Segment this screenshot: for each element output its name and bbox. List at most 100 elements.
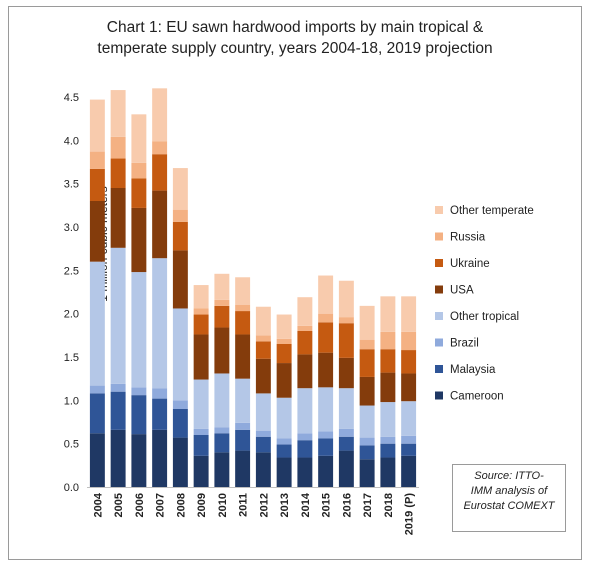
bar-malaysia-2017 [359,445,375,460]
bar-other-temperate-2008 [172,168,188,210]
bar-usa-2017 [359,376,375,406]
legend-swatch-other-temperate [435,206,443,214]
bar-usa-2009 [193,334,209,380]
bar-brazil-2013 [276,438,292,445]
bar-other-tropical-2010 [214,373,230,428]
y-tick-label: 4.5 [64,92,79,104]
bar-malaysia-2010 [214,433,230,453]
legend-swatch-other-tropical [435,312,443,320]
bar-brazil-2019-p [401,435,417,444]
legend-swatch-russia [435,232,443,241]
bar-russia-2012 [255,335,271,342]
bar-ukraine-2010 [214,305,230,328]
source-line-1: Source: ITTO- [474,470,544,482]
source-note: Source: ITTO- IMM analysis of Eurostat C… [452,464,566,532]
bar-other-tropical-2005 [110,247,126,384]
chart-title-line-2: temperate supply country, years 2004-18,… [97,40,493,57]
bar-ukraine-2017 [359,349,375,377]
legend-swatch-malaysia [435,365,443,373]
y-tick-label: 0.5 [64,439,79,451]
bar-brazil-2009 [193,428,209,435]
y-tick-label: 3.5 [64,179,79,191]
bar-brazil-2014 [297,433,313,441]
bar-malaysia-2019-p [401,443,417,456]
bar-ukraine-2005 [110,158,126,188]
x-tick-label: 2009 [196,493,208,517]
bar-other-temperate-2006 [131,114,147,163]
bar-russia-2006 [131,162,147,179]
legend-label-brazil: Brazil [450,338,479,350]
bar-ukraine-2018 [380,349,396,373]
bar-other-tropical-2007 [152,258,168,389]
bar-russia-2019-p [401,331,417,351]
bar-brazil-2015 [318,431,334,439]
x-tick-label: 2016 [341,493,353,517]
bar-russia-2013 [276,338,292,344]
bar-other-tropical-2019-p [401,401,417,436]
bar-ukraine-2011 [235,311,251,335]
bar-brazil-2018 [380,436,396,444]
bar-other-tropical-2009 [193,379,209,429]
bar-brazil-2006 [131,387,147,396]
legend-swatch-cameroon [435,391,443,400]
bar-usa-2012 [255,358,271,394]
y-tick-label: 1.0 [64,395,79,407]
bar-ukraine-2013 [276,344,292,364]
bar-cameroon-2016 [338,450,354,487]
bar-russia-2018 [380,331,396,350]
bar-other-temperate-2013 [276,314,292,339]
bar-other-temperate-2012 [255,306,271,336]
bar-ukraine-2007 [152,154,168,191]
y-tick-label: 1.5 [64,352,79,364]
bar-cameroon-2007 [152,429,168,487]
bar-other-temperate-2004 [89,99,105,152]
bar-russia-2007 [152,141,168,155]
bar-usa-2011 [235,334,251,379]
x-tick-label: 2005 [113,493,125,517]
bar-cameroon-2017 [359,459,375,487]
bar-usa-2014 [297,354,313,389]
bar-malaysia-2014 [297,440,313,458]
bar-russia-2015 [318,313,334,323]
bar-malaysia-2015 [318,438,334,456]
bar-other-temperate-2005 [110,90,126,137]
bar-other-temperate-2009 [193,285,209,309]
bar-ukraine-2019-p [401,350,417,374]
bar-other-tropical-2014 [297,388,313,434]
bar-cameroon-2019-p [401,455,417,487]
x-tick-label: 2019 (P) [404,493,416,536]
y-tick-label: 0.0 [64,482,79,494]
bar-other-tropical-2013 [276,397,292,439]
bar-usa-2005 [110,188,126,248]
bar-russia-2008 [172,209,188,222]
bar-malaysia-2004 [89,393,105,434]
y-tick-label: 2.5 [64,265,79,277]
chart-title-line-1: Chart 1: EU sawn hardwood imports by mai… [106,19,484,36]
x-tick-label: 2006 [134,493,146,517]
bar-cameroon-2010 [214,452,230,487]
bar-other-tropical-2016 [338,388,354,429]
bar-usa-2018 [380,372,396,403]
bar-russia-2005 [110,136,126,159]
bar-malaysia-2007 [152,398,168,430]
bar-other-tropical-2018 [380,402,396,437]
bar-usa-2019-p [401,373,417,402]
bar-ukraine-2015 [318,322,334,353]
bar-brazil-2004 [89,385,105,394]
bar-ukraine-2009 [193,314,209,335]
bar-malaysia-2012 [255,436,271,453]
bar-malaysia-2016 [338,436,354,451]
bar-cameroon-2011 [235,450,251,487]
x-tick-label: 2008 [175,493,187,517]
bar-brazil-2011 [235,422,251,430]
bar-other-temperate-2019-p [401,296,417,332]
bar-cameroon-2014 [297,457,313,487]
bar-cameroon-2012 [255,452,271,487]
x-tick-label: 2013 [279,493,291,517]
bar-other-tropical-2017 [359,405,375,438]
bar-other-tropical-2008 [172,308,188,401]
bar-usa-2013 [276,363,292,398]
bar-ukraine-2016 [338,323,354,358]
legend-label-ukraine: Ukraine [450,258,490,270]
bar-brazil-2012 [255,430,271,437]
